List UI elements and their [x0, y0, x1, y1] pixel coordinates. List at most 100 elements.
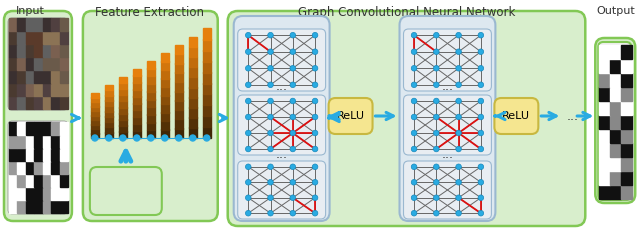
Bar — [43, 83, 51, 96]
Bar — [51, 83, 60, 96]
Bar — [17, 174, 26, 187]
Bar — [43, 31, 51, 44]
Circle shape — [312, 146, 318, 152]
Bar — [621, 115, 632, 129]
Bar — [43, 70, 51, 83]
Bar — [189, 77, 196, 88]
Circle shape — [312, 82, 318, 88]
Bar — [611, 115, 621, 129]
Bar — [105, 132, 113, 138]
Circle shape — [246, 82, 251, 88]
Circle shape — [92, 135, 98, 141]
Circle shape — [290, 32, 296, 38]
Bar — [161, 86, 169, 95]
Bar — [147, 99, 155, 107]
Bar — [60, 161, 68, 174]
Circle shape — [246, 49, 251, 55]
Bar — [91, 93, 99, 98]
Bar — [60, 122, 68, 135]
Bar — [91, 110, 99, 115]
Bar — [60, 148, 68, 161]
Circle shape — [456, 164, 461, 170]
Bar — [91, 129, 99, 134]
Circle shape — [290, 98, 296, 104]
Text: ReLU: ReLU — [502, 111, 531, 121]
Circle shape — [290, 65, 296, 71]
Bar — [133, 110, 141, 117]
Bar — [17, 70, 26, 83]
FancyBboxPatch shape — [8, 121, 68, 214]
Circle shape — [478, 114, 484, 120]
Circle shape — [456, 114, 461, 120]
Bar — [60, 18, 68, 31]
Bar — [35, 96, 43, 109]
Bar — [203, 40, 211, 51]
Bar — [51, 135, 60, 148]
Circle shape — [106, 135, 112, 141]
Bar — [203, 83, 211, 94]
Circle shape — [246, 179, 251, 185]
Circle shape — [312, 49, 318, 55]
Text: Input: Input — [16, 6, 45, 16]
Circle shape — [312, 210, 318, 216]
Bar — [147, 60, 155, 69]
Circle shape — [478, 210, 484, 216]
Circle shape — [290, 210, 296, 216]
Bar — [599, 87, 611, 101]
Circle shape — [412, 146, 417, 152]
Circle shape — [246, 195, 251, 201]
Bar — [26, 161, 35, 174]
Bar — [91, 106, 99, 111]
Circle shape — [478, 195, 484, 201]
Bar — [26, 200, 35, 213]
Bar — [161, 120, 169, 129]
Bar — [611, 59, 621, 73]
Bar — [9, 174, 17, 187]
Bar — [119, 95, 127, 101]
Bar — [175, 72, 183, 82]
Circle shape — [456, 195, 461, 201]
Bar — [35, 18, 43, 31]
Circle shape — [412, 164, 417, 170]
Text: Graph Convolutional Neural Network: Graph Convolutional Neural Network — [298, 6, 515, 19]
Circle shape — [433, 65, 439, 71]
Text: Output: Output — [596, 6, 635, 16]
Circle shape — [456, 82, 461, 88]
Circle shape — [246, 98, 251, 104]
Circle shape — [433, 195, 439, 201]
Bar — [9, 31, 17, 44]
Bar — [161, 104, 169, 113]
Circle shape — [268, 210, 273, 216]
Circle shape — [204, 135, 210, 141]
Circle shape — [433, 98, 439, 104]
Circle shape — [176, 135, 182, 141]
Bar — [119, 131, 127, 138]
Bar — [189, 67, 196, 77]
Bar — [43, 18, 51, 31]
Bar — [161, 95, 169, 104]
FancyBboxPatch shape — [237, 95, 326, 155]
Bar — [105, 111, 113, 117]
Circle shape — [412, 65, 417, 71]
Bar — [203, 29, 211, 40]
Circle shape — [134, 135, 140, 141]
Bar — [51, 44, 60, 57]
Bar — [119, 89, 127, 95]
Circle shape — [290, 195, 296, 201]
Bar — [203, 50, 211, 62]
Bar — [189, 97, 196, 108]
FancyBboxPatch shape — [90, 167, 162, 215]
Bar — [147, 107, 155, 115]
Text: ...: ... — [566, 109, 579, 123]
Bar — [105, 95, 113, 101]
Bar — [203, 72, 211, 84]
Circle shape — [412, 32, 417, 38]
Bar — [51, 148, 60, 161]
Bar — [203, 116, 211, 127]
Circle shape — [433, 32, 439, 38]
Bar — [43, 96, 51, 109]
Bar — [203, 61, 211, 73]
Circle shape — [268, 49, 273, 55]
Circle shape — [268, 32, 273, 38]
Circle shape — [433, 146, 439, 152]
